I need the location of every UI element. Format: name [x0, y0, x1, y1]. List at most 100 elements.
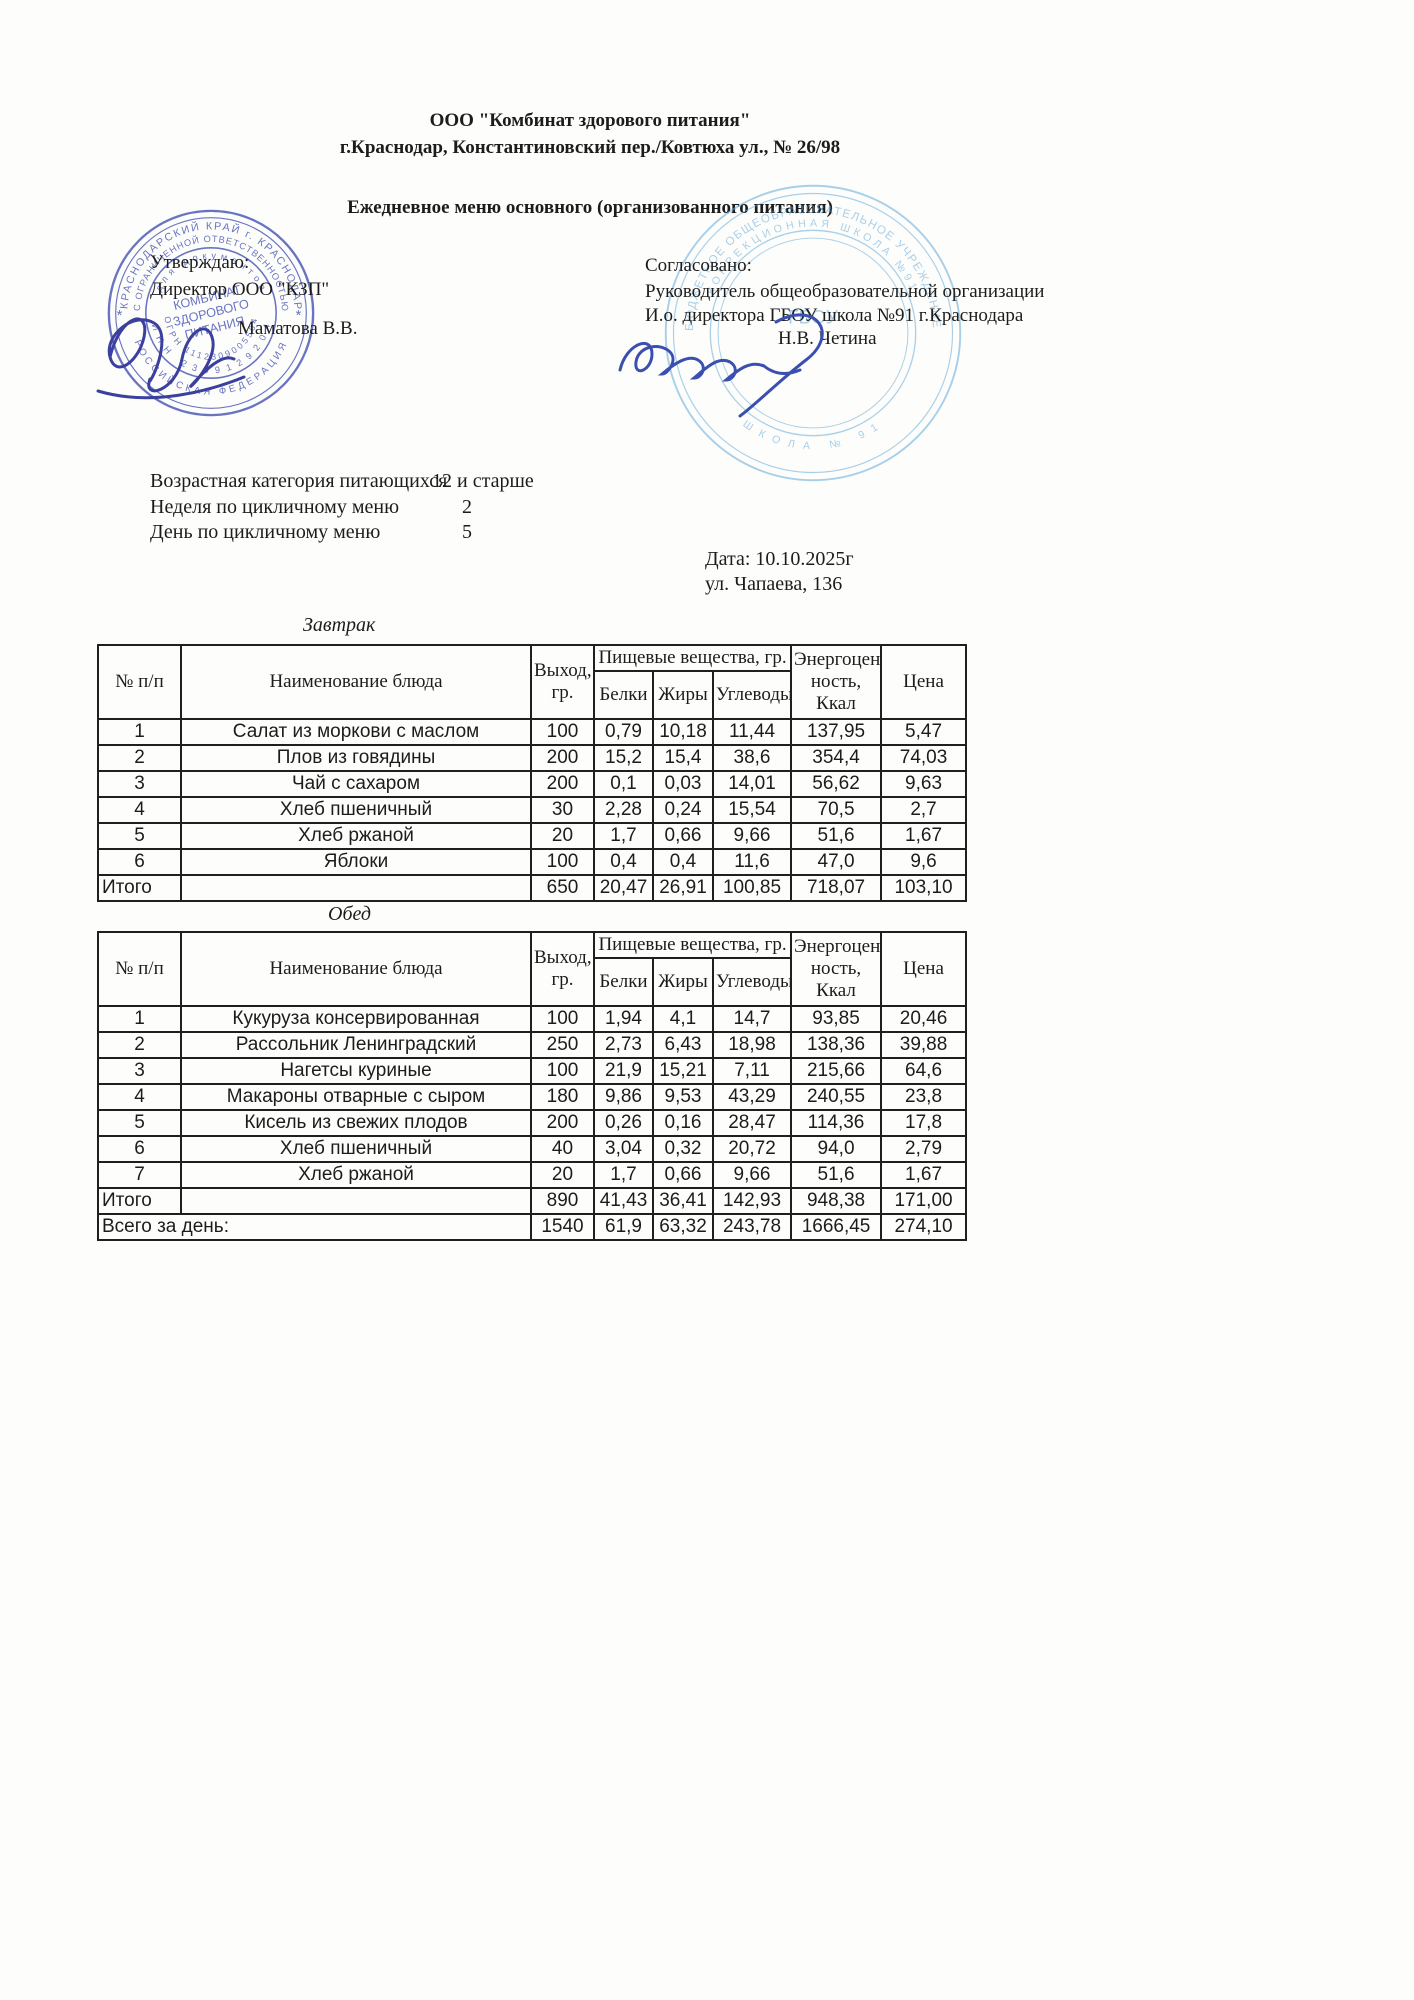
carbs-value: 142,93 — [711, 1187, 793, 1215]
output-grams: 250 — [530, 1031, 595, 1059]
protein-value: 61,9 — [593, 1213, 654, 1241]
dish-name: Хлеб пшеничный — [180, 1135, 532, 1163]
grand-total-label: Всего за день: — [97, 1213, 532, 1241]
fat-value: 0,66 — [652, 822, 714, 850]
price-value: 23,8 — [880, 1083, 968, 1111]
dish-name: Салат из моркови с маслом — [180, 718, 532, 746]
dish-name: Яблоки — [180, 848, 532, 876]
row-number: 6 — [97, 1135, 182, 1163]
menu-row: 1 Салат из моркови с маслом 100 0,79 10,18 11… — [97, 718, 968, 746]
row-number: 3 — [97, 1057, 182, 1085]
grand-total-row: Всего за день: 1540 61,9 63,32 243,78 1666,45… — [97, 1213, 968, 1241]
col-protein-header: Белки — [593, 670, 654, 720]
age-category-value: 12 и старше — [432, 470, 534, 492]
protein-value: 3,04 — [593, 1135, 654, 1163]
protein-value: 20,47 — [593, 874, 654, 902]
school-director-signature-icon — [618, 313, 824, 418]
output-grams: 180 — [530, 1083, 595, 1111]
energy-value: 948,38 — [790, 1187, 883, 1215]
carbs-value: 11,6 — [711, 848, 793, 876]
output-grams: 1540 — [530, 1213, 595, 1241]
fat-value: 0,66 — [652, 1161, 714, 1189]
row-number: 2 — [97, 1031, 182, 1059]
agree-label: Согласовано: — [645, 255, 752, 276]
price-value: 2,7 — [880, 796, 968, 824]
output-grams: 200 — [530, 1109, 595, 1137]
fat-value: 0,03 — [652, 770, 714, 798]
menu-row: 2 Плов из говядины 200 15,2 15,4 38,6 354,4 74,… — [97, 744, 968, 772]
col-dish-header: Наименование блюда — [180, 931, 532, 1007]
menu-row: 4 Хлеб пшеничный 30 2,28 0,24 15,54 70,5 2,7 — [97, 796, 968, 824]
carbs-value: 43,29 — [711, 1083, 793, 1111]
fat-value: 63,32 — [652, 1213, 714, 1241]
dish-name: Чай с сахаром — [180, 770, 532, 798]
carbs-value: 7,11 — [711, 1057, 793, 1085]
energy-value: 114,36 — [790, 1109, 883, 1137]
menu-row: 6 Хлеб пшеничный 40 3,04 0,32 20,72 94,0 2,79 — [97, 1135, 968, 1163]
price-value: 171,00 — [880, 1187, 968, 1215]
fat-value: 0,4 — [652, 848, 714, 876]
carbs-value: 243,78 — [711, 1213, 793, 1241]
protein-value: 21,9 — [593, 1057, 654, 1085]
output-grams: 20 — [530, 1161, 595, 1189]
director-signature-icon — [96, 317, 246, 400]
energy-value: 1666,45 — [790, 1213, 883, 1241]
address-line: ул. Чапаева, 136 — [705, 573, 843, 595]
fat-value: 10,18 — [652, 718, 714, 746]
output-grams: 200 — [530, 770, 595, 798]
protein-value: 2,73 — [593, 1031, 654, 1059]
approve-signer-name: Маматова В.В. — [238, 318, 358, 339]
energy-value: 51,6 — [790, 1161, 883, 1189]
col-num-header: № п/п — [97, 644, 182, 720]
col-fat-header: Жиры — [652, 670, 714, 720]
totals-row: Итого 890 41,43 36,41 142,93 948,38 171,00 — [97, 1187, 968, 1215]
carbs-value: 28,47 — [711, 1109, 793, 1137]
totals-label: Итого — [97, 1187, 182, 1215]
output-grams: 20 — [530, 822, 595, 850]
energy-value: 240,55 — [790, 1083, 883, 1111]
carbs-value: 38,6 — [711, 744, 793, 772]
energy-value: 718,07 — [790, 874, 883, 902]
output-grams: 100 — [530, 848, 595, 876]
energy-value: 93,85 — [790, 1005, 883, 1033]
row-number: 1 — [97, 1005, 182, 1033]
price-value: 9,6 — [880, 848, 968, 876]
seal-star-icon: * — [296, 308, 302, 324]
price-value: 1,67 — [880, 822, 968, 850]
lunch-table: № п/п Наименование блюда Выход, гр. Пище… — [97, 931, 968, 1241]
col-output-header: Выход, гр. — [530, 644, 595, 720]
fat-value: 9,53 — [652, 1083, 714, 1111]
output-grams: 30 — [530, 796, 595, 824]
menu-row: 2 Рассольник Ленинградский 250 2,73 6,43 18,9… — [97, 1031, 968, 1059]
energy-value: 51,6 — [790, 822, 883, 850]
cycle-day-value: 5 — [462, 521, 472, 543]
dish-name: Нагетсы куриные — [180, 1057, 532, 1085]
fat-value: 0,16 — [652, 1109, 714, 1137]
protein-value: 0,26 — [593, 1109, 654, 1137]
carbs-value: 20,72 — [711, 1135, 793, 1163]
row-number: 5 — [97, 822, 182, 850]
output-grams: 100 — [530, 1005, 595, 1033]
col-fat-header: Жиры — [652, 957, 714, 1007]
cycle-week-label: Неделя по цикличному меню — [150, 496, 400, 518]
price-value: 20,46 — [880, 1005, 968, 1033]
protein-value: 15,2 — [593, 744, 654, 772]
protein-value: 2,28 — [593, 796, 654, 824]
protein-value: 0,4 — [593, 848, 654, 876]
col-nutrients-header: Пищевые вещества, гр. — [592, 644, 793, 672]
row-number: 4 — [97, 1083, 182, 1111]
org-address: г.Краснодар, Константиновский пер./Ковтю… — [339, 137, 841, 158]
carbs-value: 9,66 — [711, 1161, 793, 1189]
carbs-value: 14,7 — [711, 1005, 793, 1033]
dish-name: Рассольник Ленинградский — [180, 1031, 532, 1059]
row-number: 5 — [97, 1109, 182, 1137]
agree-role-2: И.о. директора ГБОУ школа №91 г.Краснода… — [645, 305, 1024, 326]
price-value: 74,03 — [880, 744, 968, 772]
lunch-section-title: Обед — [328, 903, 371, 925]
cycle-week-value: 2 — [462, 496, 472, 518]
fat-value: 0,32 — [652, 1135, 714, 1163]
menu-row: 4 Макароны отварные с сыром 180 9,86 9,53 43,… — [97, 1083, 968, 1111]
school-round-seal-icon: БЮДЖЕТНОЕ ОБЩЕОБРАЗОВАТЕЛЬНОЕ УЧРЕЖДЕНИЕ… — [664, 184, 962, 482]
price-value: 2,79 — [880, 1135, 968, 1163]
breakfast-section-title: Завтрак — [303, 614, 376, 636]
